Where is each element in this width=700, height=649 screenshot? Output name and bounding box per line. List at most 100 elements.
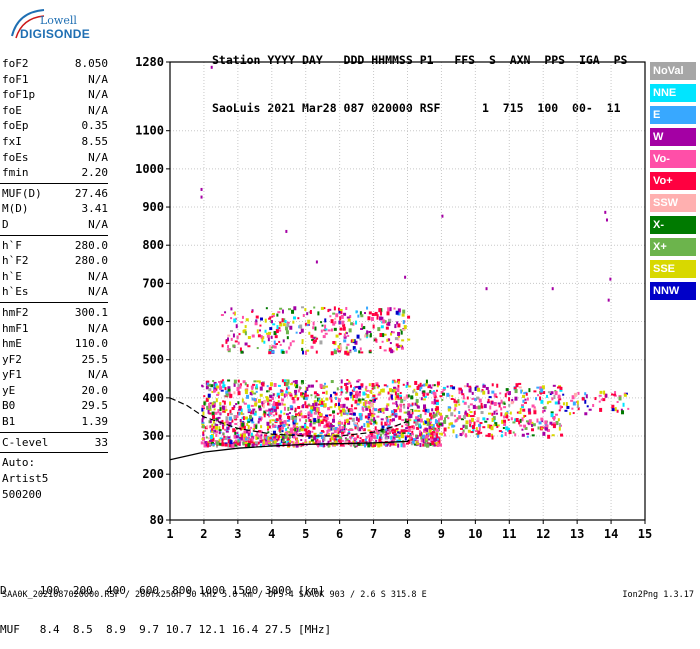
echo-point [397,308,401,313]
echo-point [426,428,429,433]
echo-point [528,388,531,393]
echo-point [320,329,323,333]
echo-point [518,420,521,425]
echo-point [269,382,273,387]
echo-point [400,429,404,433]
echo-point [407,432,410,435]
echo-point [350,322,354,326]
echo-point [398,408,402,413]
echo-point [215,433,218,437]
echo-point [208,402,211,406]
echo-point [215,398,218,403]
echo-point [271,397,274,400]
echo-point [609,277,612,281]
echo-point [491,433,494,437]
echo-point [373,442,377,447]
echo-point [255,436,258,441]
echo-point [508,430,512,435]
echo-point [333,350,337,355]
echo-point [222,432,225,435]
param-row: D N/A [0,217,110,233]
param-value: 0.35 [81,119,109,133]
echo-point [393,307,396,310]
echo-point [239,418,242,422]
param-row: hmF2 300.1 [0,305,110,321]
echo-point [211,441,215,444]
echo-point [320,430,324,433]
echo-point [355,320,358,325]
echo-point [431,431,435,434]
echo-point [282,403,286,406]
echo-point [442,388,446,391]
echo-point [332,322,336,326]
param-name: foEs [2,150,29,164]
echo-point [247,442,251,447]
echo-point [282,440,286,444]
echo-point [357,392,361,397]
echo-point [349,315,352,319]
echo-point [204,441,208,445]
param-note: Artist5 [2,472,49,486]
echo-point [338,425,341,430]
echo-point [279,421,282,425]
echo-point [360,425,363,429]
x-tick-label: 12 [536,527,550,541]
echo-point [400,434,404,439]
echo-point [335,313,339,318]
echo-point [403,325,407,330]
echo-point [467,405,470,409]
echo-point [337,430,340,435]
echo-point [278,327,281,330]
echo-point [200,187,203,191]
echo-point [409,413,413,418]
echo-point [403,404,406,409]
echo-point [423,408,426,413]
echo-point [515,417,519,422]
echo-point [552,384,556,387]
echo-point [397,335,400,338]
echo-point [208,408,212,411]
echo-point [329,396,333,400]
echo-point [493,410,496,415]
echo-point [271,405,275,409]
echo-point [433,394,436,397]
echo-point [332,410,336,414]
param-row: hmE 110.0 [0,336,110,352]
echo-point [334,396,337,400]
echo-point [214,411,218,415]
echo-point [491,412,494,416]
echo-point [541,420,544,423]
echo-point [469,423,472,427]
echo-point [313,400,317,405]
param-divider [0,431,108,433]
echo-point [281,435,284,438]
echo-point [391,398,394,401]
echo-point [341,426,345,430]
echo-point [246,384,249,388]
echo-point [322,391,326,394]
echo-point [265,396,269,399]
echo-point [329,437,332,442]
echo-point [540,427,543,430]
echo-point [507,391,511,396]
echo-point [408,438,412,441]
echo-point [398,394,402,397]
echo-point [430,424,434,427]
echo-point [300,439,303,442]
echo-point [415,416,418,421]
echo-point [294,417,298,421]
echo-point [288,308,292,311]
echo-point [397,431,400,434]
legend-item-w: W [650,128,696,146]
echo-point [514,418,518,422]
echo-point [558,422,561,427]
echo-point [312,441,316,445]
echo-point [416,439,419,444]
echo-point [370,389,373,394]
echo-point [416,405,420,409]
echo-point [293,419,297,423]
echo-point [419,418,423,423]
param-value: 8.55 [81,134,109,148]
param-note: Auto: [2,456,36,470]
echo-point [208,405,211,409]
